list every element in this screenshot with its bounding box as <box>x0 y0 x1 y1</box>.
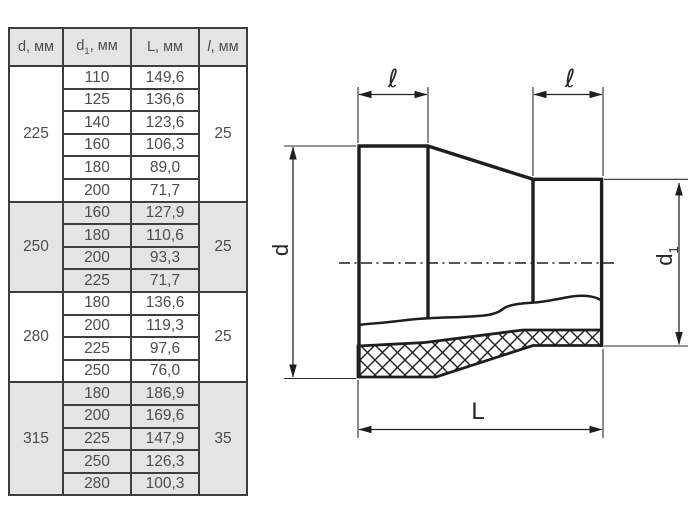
L-cell: 123,6 <box>130 110 200 135</box>
L-cell: 71,7 <box>130 177 200 203</box>
header-row: d, мм d1, мм L, мм l, мм <box>8 27 248 67</box>
d1-cell: 180 <box>62 223 132 248</box>
d-cell: 225 <box>8 65 64 203</box>
d1-cell: 125 <box>62 87 132 113</box>
table-row: 280 180 136,6 25 <box>8 290 248 384</box>
L-cell: 136,6 <box>130 290 200 316</box>
d1-cell: 200 <box>62 313 132 339</box>
l-cell: 25 <box>198 290 248 384</box>
L-cell: 169,6 <box>130 403 200 429</box>
table-row: 200 119,3 <box>9 313 247 339</box>
d1-cell: 280 <box>62 471 132 497</box>
d1-cell: 180 <box>62 155 132 180</box>
L-cell: 110,6 <box>130 223 200 248</box>
L-cell: 136,6 <box>130 87 200 113</box>
group-250: 250 160 127,9 25 180 110,6 200 93,3 225 71,… <box>8 200 248 293</box>
col-header-d1-base: d <box>76 37 85 54</box>
L-cell: 119,3 <box>130 313 200 339</box>
d1-cell: 140 <box>62 110 132 135</box>
table-row: 225 97,6 <box>9 336 247 361</box>
l-cell: 25 <box>198 65 248 203</box>
label-l-left: ℓ <box>387 64 398 93</box>
body-outline <box>357 144 604 378</box>
table-row: 225 110 149,6 25 <box>8 65 248 203</box>
d1-cell: 160 <box>62 132 132 158</box>
table-row: 180 110,6 <box>9 223 247 248</box>
L-cell: 93,3 <box>130 245 200 271</box>
L-cell: 149,6 <box>130 65 200 90</box>
table-header: d, мм d1, мм L, мм l, мм <box>8 27 248 67</box>
d-cell: 250 <box>8 200 64 293</box>
col-header-d1-sub: 1 <box>84 45 90 57</box>
extension-lines <box>284 87 688 438</box>
bore-break-line <box>357 294 603 327</box>
L-cell: 76,0 <box>130 358 200 384</box>
group-225: 225 110 149,6 25 125 136,6 140 123,6 160 10… <box>8 65 248 203</box>
group-315: 315 180 186,9 35 200 169,6 225 147,9 250 12… <box>8 381 248 497</box>
d1-cell: 250 <box>62 449 132 474</box>
L-cell: 89,0 <box>130 155 200 180</box>
L-cell: 186,9 <box>130 381 200 406</box>
d1-cell: 180 <box>62 290 132 316</box>
outline-top-edge <box>358 144 603 181</box>
table-row: 125 136,6 <box>9 87 247 113</box>
L-cell: 97,6 <box>130 336 200 361</box>
col-header-l-rest: , мм <box>210 39 239 55</box>
dimension-table: d, мм d1, мм L, мм l, мм 225 110 149,6 2… <box>8 27 248 497</box>
col-header-l-base: l <box>207 39 211 55</box>
table-row: 250 126,3 <box>9 449 247 474</box>
L-cell: 100,3 <box>130 471 200 497</box>
d1-cell: 250 <box>62 358 132 384</box>
d1-cell: 225 <box>62 268 132 293</box>
label-d1: d1 <box>652 246 681 265</box>
col-header-d1: d1, мм <box>62 27 132 67</box>
table-row: 160 106,3 <box>9 132 247 158</box>
l-cell: 25 <box>198 200 248 293</box>
L-cell: 147,9 <box>130 426 200 452</box>
d1-cell: 200 <box>62 177 132 203</box>
table-row: 225 71,7 <box>9 268 247 293</box>
d1-cell: 160 <box>62 200 132 226</box>
label-L: L <box>471 398 484 425</box>
d1-cell: 200 <box>62 403 132 429</box>
L-cell: 106,3 <box>130 132 200 158</box>
col-header-L-label: L, мм <box>146 39 184 55</box>
d1-cell: 200 <box>62 245 132 271</box>
col-header-d: d, мм <box>8 27 64 67</box>
col-header-l: l, мм <box>198 27 248 67</box>
table-row: 280 100,3 <box>9 471 247 497</box>
table-row: 200 71,7 <box>9 177 247 203</box>
col-header-d-label: d, мм <box>17 39 55 55</box>
label-d: d <box>270 244 293 256</box>
table-row: 250 160 127,9 25 <box>8 200 248 293</box>
table-row: 315 180 186,9 35 <box>8 381 248 497</box>
col-header-d1-rest: , мм <box>89 37 118 54</box>
reducer-drawing: ℓ ℓ d d1 L <box>270 64 688 438</box>
label-d1-sub: 1 <box>666 246 681 253</box>
d1-cell: 110 <box>62 65 132 90</box>
d1-cell: 225 <box>62 336 132 361</box>
label-d1-base: d <box>652 253 677 265</box>
group-280: 280 180 136,6 25 200 119,3 225 97,6 250 76,… <box>8 290 248 384</box>
d1-cell: 180 <box>62 381 132 406</box>
col-header-L: L, мм <box>130 27 200 67</box>
L-cell: 71,7 <box>130 268 200 293</box>
dimension-lines <box>289 90 683 434</box>
label-l-right: ℓ <box>564 64 575 93</box>
wall-section-hatch <box>356 328 603 379</box>
d1-cell: 225 <box>62 426 132 452</box>
d-cell: 315 <box>8 381 64 497</box>
L-cell: 127,9 <box>130 200 200 226</box>
l-cell: 35 <box>198 381 248 497</box>
d-cell: 280 <box>8 290 64 384</box>
L-cell: 126,3 <box>130 449 200 474</box>
table-row: 200 93,3 <box>9 245 247 271</box>
